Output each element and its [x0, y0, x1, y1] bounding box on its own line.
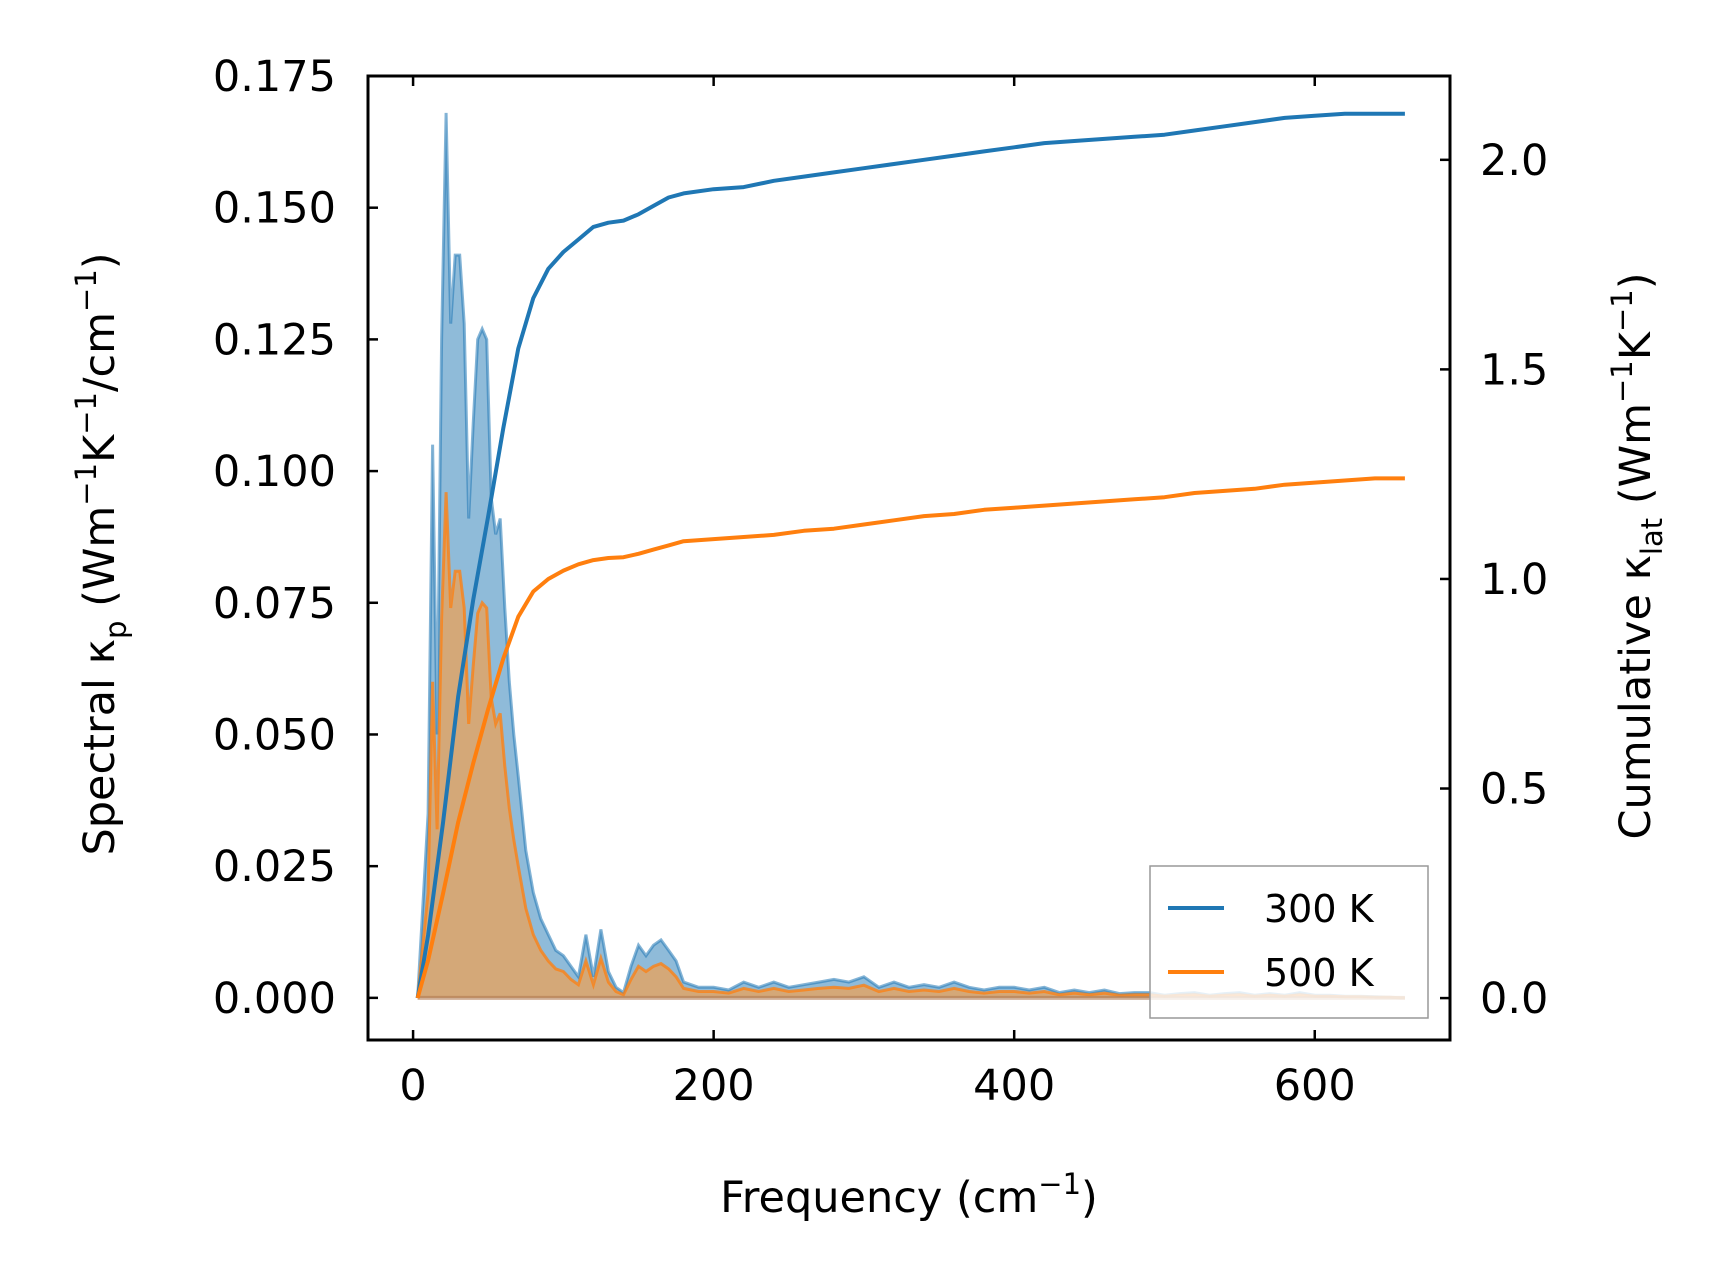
- legend-label-300k: 300 K: [1264, 887, 1375, 931]
- legend-label-500k: 500 K: [1264, 951, 1375, 995]
- y-left-tick-label: 0.125: [213, 315, 336, 365]
- y-right-tick-label: 0.5: [1480, 765, 1548, 815]
- y-left-tick-label: 0.025: [213, 842, 336, 892]
- y-left-tick-label: 0.050: [213, 710, 336, 760]
- y-right-tick-label: 1.5: [1480, 345, 1548, 395]
- plot-frame: [366, 74, 1452, 1042]
- x-tick-label: 400: [973, 1061, 1055, 1111]
- y-left-tick-label: 0.000: [213, 974, 336, 1024]
- cumulative-line-500k: [415, 476, 1405, 999]
- cumulative-line-300k: [415, 111, 1405, 999]
- y-left-tick-label: 0.175: [213, 52, 336, 102]
- spectral-fill-500k: [417, 492, 1405, 998]
- legend-box: [1149, 865, 1429, 1019]
- y-left-axis-title: Spectral κp (Wm−1K−1/cm−1): [69, 252, 133, 855]
- y-left-tick-label: 0.100: [213, 447, 336, 497]
- spectral-fill-areas: [416, 112, 1405, 1000]
- legend: 300 K 500 K: [1149, 865, 1429, 1019]
- axis-labels: Frequency (cm−1) Spectral κp (Wm−1K−1/cm…: [69, 252, 1669, 1223]
- y-left-tick-label: 0.150: [213, 184, 336, 234]
- y-left-tick-label: 0.075: [213, 579, 336, 629]
- x-tick-label: 200: [673, 1061, 755, 1111]
- series-lines: [415, 111, 1405, 999]
- y-right-tick-label: 2.0: [1480, 136, 1548, 186]
- spectral-fill-300k: [417, 112, 1405, 998]
- y-right-axis-title: Cumulative κlat (Wm−1K−1): [1605, 273, 1669, 840]
- x-axis-title: Frequency (cm−1): [720, 1167, 1098, 1223]
- axis-ticks: 0 200 400 600 0.000 0.025 0.050 0.075 0.100 0.125…: [213, 52, 1549, 1111]
- y-right-tick-label: 0.0: [1480, 974, 1548, 1024]
- x-tick-label: 600: [1274, 1061, 1356, 1111]
- x-tick-label: 0: [399, 1061, 426, 1111]
- spectral-line-300k: [416, 112, 1405, 1000]
- y-right-tick-label: 1.0: [1480, 555, 1548, 605]
